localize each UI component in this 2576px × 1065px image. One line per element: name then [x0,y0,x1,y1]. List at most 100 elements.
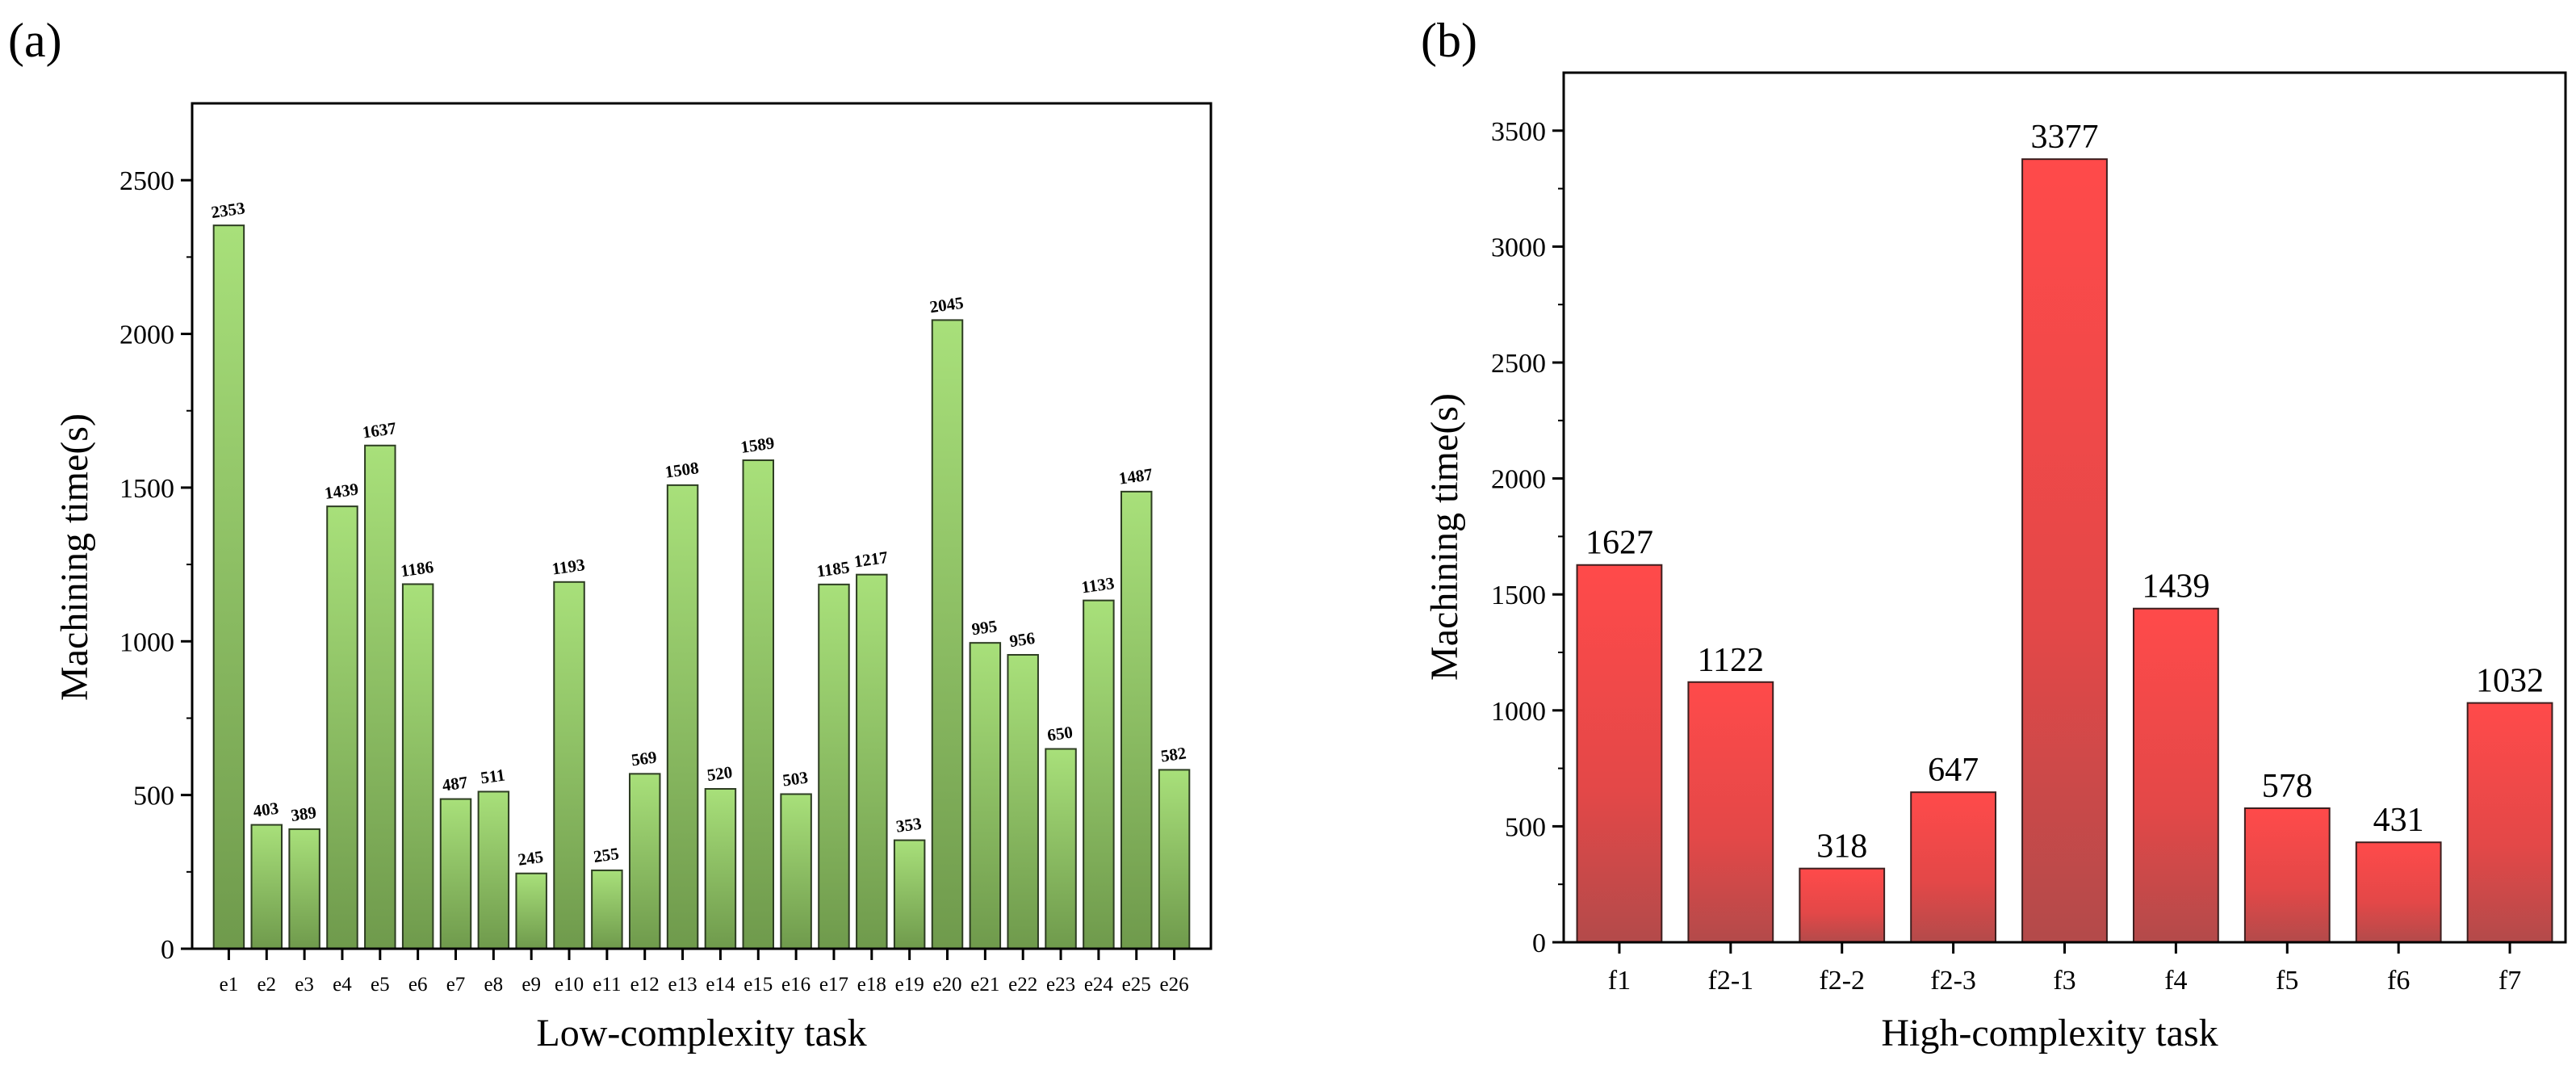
y-tick-label-3000: 3000 [1491,233,1546,262]
bar-e25 [1120,490,1153,950]
x-tick-label-e25: e25 [1122,974,1151,996]
value-labels-b: 1627 1122 318 647 3377 1439 578 431 1032 [1585,119,2544,866]
x-tick-label-e23: e23 [1046,974,1075,996]
x-tick-label-e8: e8 [484,974,504,996]
value-label-e12: 569 [630,747,658,769]
x-tick-label-e20: e20 [932,974,961,996]
bar-e3 [288,828,320,950]
bar-f2-3 [1910,791,1997,943]
bar-e23 [1045,748,1077,950]
value-label-e22: 956 [1008,628,1037,651]
x-tick-label-e13: e13 [668,974,697,996]
value-label-e1: 2353 [210,198,246,222]
bar-e10 [553,581,585,950]
bars-a [212,224,1191,950]
x-tick-label-f7: f7 [2499,966,2521,996]
bar-f4 [2132,607,2219,943]
x-tick-label-e24: e24 [1084,974,1114,996]
value-label-e11: 255 [593,844,621,866]
bar-e18 [856,573,888,950]
y-tick-label-2500: 2500 [119,166,174,196]
x-axis-label-a: Low-complexity task [536,1012,866,1055]
panel-label-b: (b) [1421,14,1477,67]
value-labels-a: 2353 403 389 1439 1637 1186 487 511 245 1193 255 56… [210,198,1187,869]
value-label-f2-3: 647 [1928,752,1979,789]
x-tick-label-e1: e1 [220,974,239,996]
value-label-f5: 578 [2262,768,2313,805]
bar-e12 [628,773,661,950]
bar-e24 [1083,599,1115,950]
bar-f2-2 [1799,867,1886,944]
chart-panel-b: (b) Machining time(s) High-complexity ta… [1421,14,2567,1055]
value-label-e14: 520 [706,762,734,785]
x-tick-label-e15: e15 [743,974,773,996]
bar-e21 [969,642,1002,950]
bar-e11 [591,869,623,950]
bar-e26 [1158,769,1191,950]
x-tick-label-e7: e7 [446,974,466,996]
bar-e22 [1007,654,1039,950]
x-tick-label-f6: f6 [2387,966,2410,996]
value-label-e10: 1193 [551,555,586,578]
panel-label-a: (a) [8,14,62,67]
x-tick-label-e10: e10 [555,974,584,996]
y-tick-label-2000: 2000 [1491,465,1546,495]
bar-e14 [704,788,737,950]
x-tick-label-e6: e6 [408,974,428,996]
x-tick-label-e3: e3 [295,974,314,996]
x-tick-label-e19: e19 [895,974,924,996]
value-label-e23: 650 [1046,723,1074,745]
x-tick-label-e4: e4 [333,974,352,996]
value-label-e7: 487 [441,773,469,795]
bar-f7 [2466,702,2553,944]
value-label-e8: 511 [480,765,506,788]
bar-e15 [742,459,775,950]
value-label-e17: 1185 [815,557,851,581]
x-axis-label-b: High-complexity task [1881,1012,2218,1055]
value-label-f1: 1627 [1585,525,1653,562]
value-label-e15: 1589 [739,433,776,457]
x-tick-label-e22: e22 [1008,974,1037,996]
value-label-e2: 403 [252,799,280,821]
bar-f5 [2243,807,2331,944]
x-tick-label-e14: e14 [706,974,735,996]
x-tick-label-e18: e18 [857,974,886,996]
bar-f6 [2355,841,2442,943]
value-label-e3: 389 [290,803,318,825]
value-label-e20: 2045 [928,293,965,317]
y-tick-label-1500: 1500 [1491,581,1546,610]
x-tick-label-e16: e16 [781,974,810,996]
x-tick-label-f2-3: f2-3 [1930,966,1976,996]
bar-e6 [401,583,434,950]
value-label-f4: 1439 [2142,568,2209,606]
value-label-e25: 1487 [1117,464,1154,488]
bar-f3 [2021,158,2108,943]
bar-e16 [780,793,812,950]
y-tick-label-1000: 1000 [119,627,174,657]
bar-f1 [1576,564,1663,943]
value-label-e24: 1133 [1080,573,1116,597]
value-label-e18: 1217 [852,547,889,572]
plot-frame-b [1562,71,2567,944]
value-label-e6: 1186 [400,557,435,581]
bar-e17 [818,583,850,950]
x-tick-label-f1: f1 [1608,966,1631,996]
x-tick-label-e26: e26 [1160,974,1189,996]
value-label-e21: 995 [970,616,999,639]
bar-e5 [364,444,396,950]
bar-e20 [931,319,964,950]
x-ticks-a: e1 e2 e3 e4 e5 e6 e7 e8 e9 e10 e11 e12 e13 e14 e15 e16 e… [220,949,1189,996]
bar-e8 [477,790,510,950]
value-label-e5: 1637 [361,418,397,442]
x-ticks-b: f1 f2-1 f2-2 f2-3 f3 f4 f5 f6 f7 [1608,942,2521,996]
value-label-e19: 353 [894,814,923,836]
bar-e19 [893,839,926,950]
value-label-f2-1: 1122 [1698,642,1764,679]
y-tick-label-2000: 2000 [119,321,174,350]
bar-e4 [326,505,358,950]
x-tick-label-e5: e5 [371,974,390,996]
x-tick-label-e17: e17 [819,974,848,996]
x-tick-label-f5: f5 [2276,966,2298,996]
y-ticks-a: 0 500 1000 1500 2000 2500 [119,166,192,965]
